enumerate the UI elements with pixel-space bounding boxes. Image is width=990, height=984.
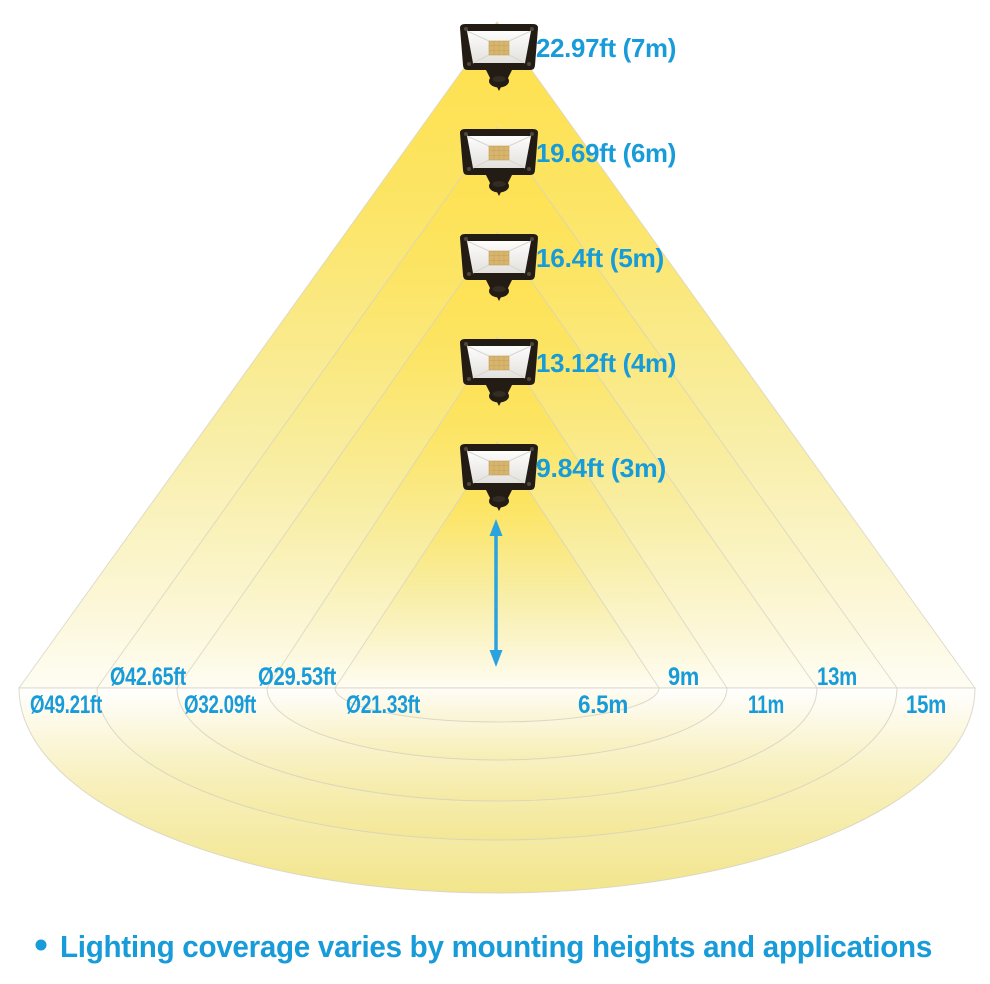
caption-bullet — [35, 939, 47, 951]
height-label-5m: 16.4ft (5m) — [536, 243, 664, 273]
height-label-7m: 22.97ft (7m) — [536, 33, 676, 63]
arrow-down-icon — [489, 650, 503, 667]
height-label-6m: 19.69ft (6m) — [536, 138, 676, 168]
diameter-label-m-15m: 15m — [906, 691, 946, 719]
caption-text: Lighting coverage varies by mounting hei… — [60, 929, 932, 964]
diameter-label-m-11m: 11m — [748, 691, 784, 719]
height-label-4m: 13.12ft (4m) — [536, 348, 676, 378]
diameter-label-ft-6-5m: Ø21.33ft — [346, 691, 421, 719]
coverage-ellipse-6-5m — [334, 687, 660, 723]
mounting-height-arrow — [489, 519, 503, 667]
height-label-3m: 9.84ft (3m) — [536, 453, 666, 483]
diameter-label-ft-9m: Ø29.53ft — [258, 663, 337, 691]
diameter-label-m-13m: 13m — [817, 663, 857, 691]
diameter-label-ft-11m: Ø32.09ft — [184, 691, 257, 719]
diameter-label-ft-15m: Ø49.21ft — [30, 691, 103, 719]
arrow-up-icon — [489, 519, 503, 536]
diameter-label-m-6-5m: 6.5m — [578, 691, 628, 719]
diameter-label-m-9m: 9m — [668, 663, 699, 691]
diameter-label-ft-13m: Ø42.65ft — [110, 663, 187, 691]
